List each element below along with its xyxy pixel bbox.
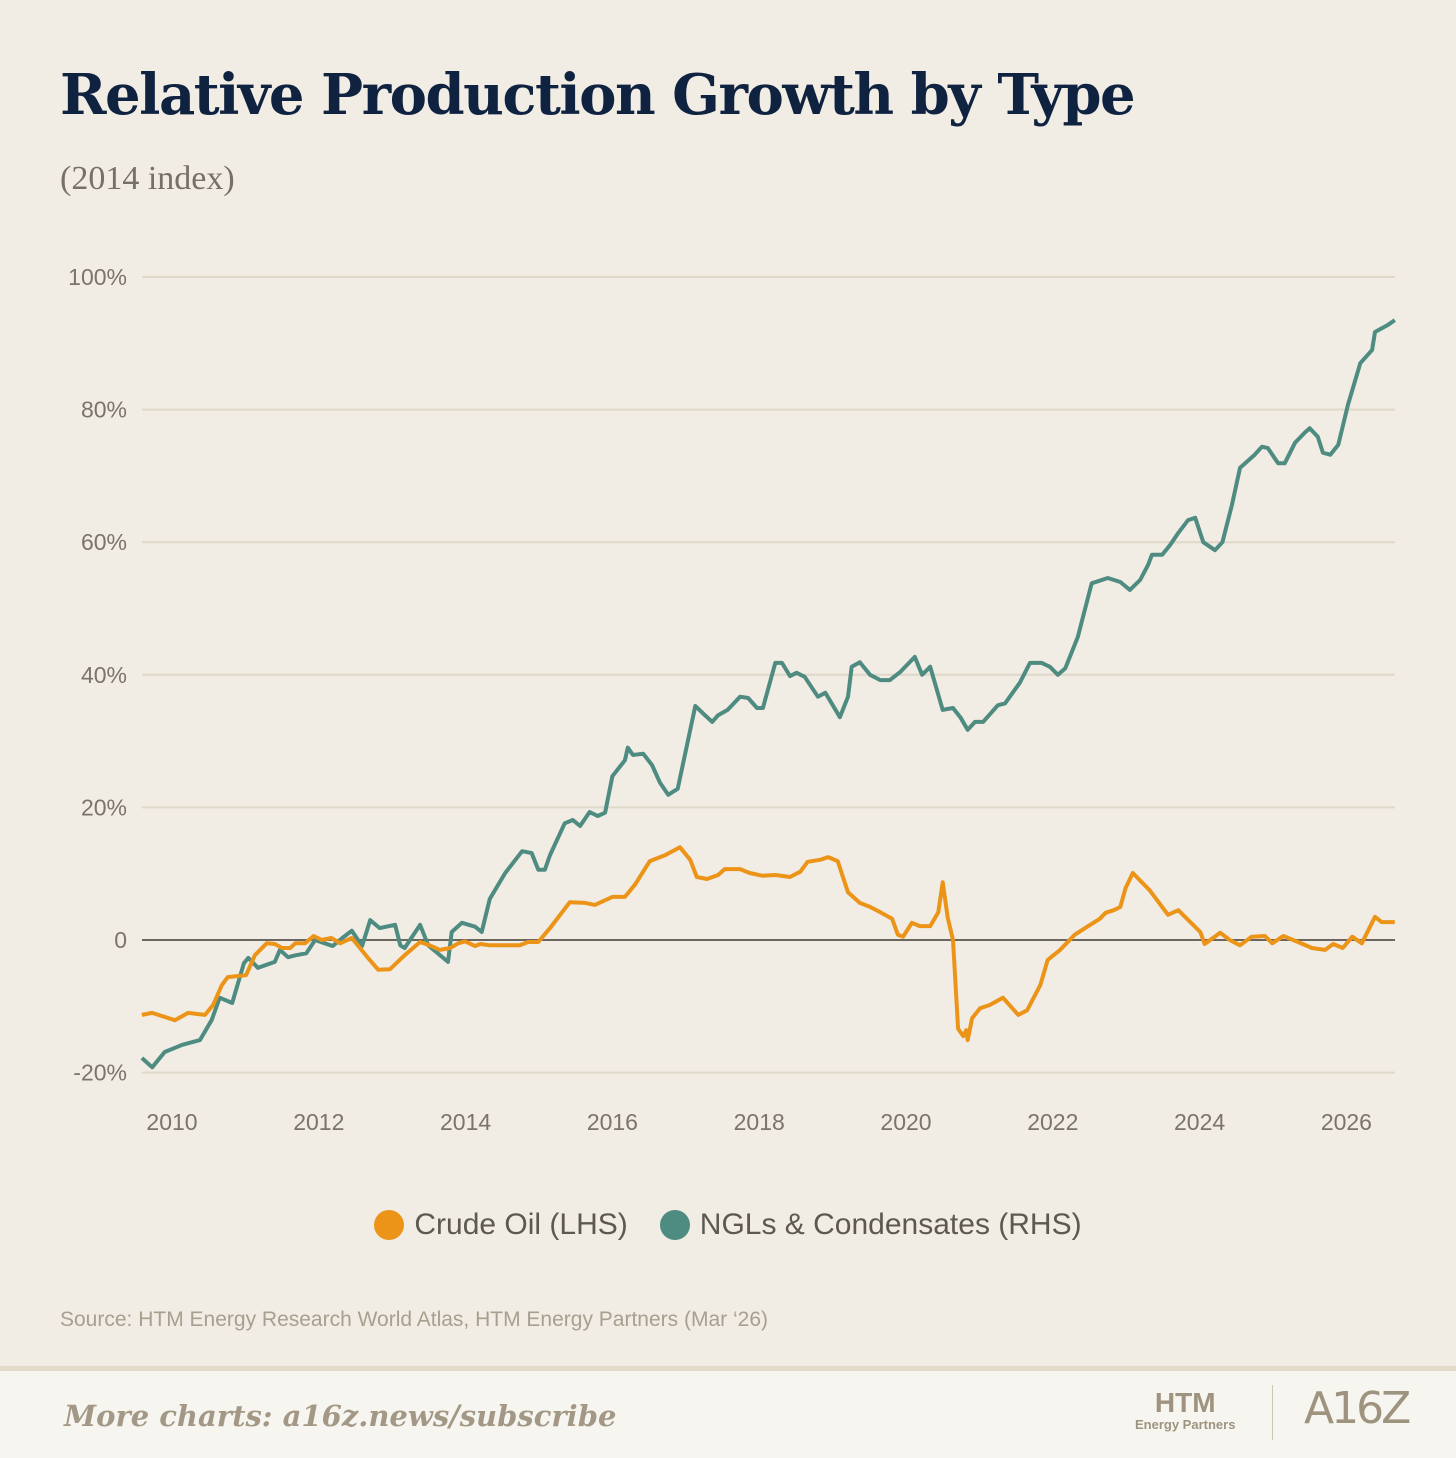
legend-swatch-crude-oil [374, 1210, 405, 1240]
x-tick-label: 2016 [587, 1109, 638, 1135]
footer: More charts: a16z.news/subscribe HTM Ene… [0, 1366, 1456, 1458]
y-tick-label: 80% [81, 397, 127, 423]
legend-swatch-ngls [659, 1210, 690, 1240]
x-tick-label: 2024 [1174, 1109, 1225, 1135]
source-note: Source: HTM Energy Research World Atlas,… [60, 1308, 769, 1331]
htm-logo: HTM Energy Partners [1135, 1387, 1236, 1433]
subscribe-link[interactable]: More charts: a16z.news/subscribe [64, 1399, 617, 1433]
y-tick-label: 60% [81, 529, 127, 555]
x-tick-label: 2022 [1027, 1109, 1078, 1135]
crude-oil-line [141, 845, 1395, 1043]
ngl-condensates-line [140, 318, 1396, 1070]
series-lines [140, 318, 1396, 1070]
y-tick-label: 0 [114, 927, 127, 953]
legend-label: NGLs & Condensates (RHS) [699, 1208, 1082, 1241]
y-tick-label: 100% [68, 264, 127, 290]
chart-subtitle: (2014 index) [60, 160, 235, 197]
y-tick-label: -20% [73, 1060, 127, 1086]
chart-title: Relative Production Growth by Type [60, 62, 1136, 128]
y-tick-label: 20% [81, 794, 127, 820]
legend: Crude Oil (LHS) NGLs & Condensates (RHS) [0, 1208, 1456, 1242]
x-tick-label: 2012 [293, 1109, 344, 1135]
logo-divider [1272, 1385, 1273, 1440]
legend-item-crude-oil: Crude Oil (LHS) [374, 1208, 628, 1242]
y-axis-ticks: -20% 0 20% 40% 60% 80% 100% [68, 264, 127, 1086]
y-tick-label: 40% [81, 662, 127, 688]
x-tick-label: 2014 [440, 1109, 491, 1135]
x-axis-ticks: 2010 2012 2014 2016 2018 2020 2022 2024 2026 [146, 1109, 1372, 1135]
gridlines [142, 276, 1395, 1074]
x-tick-label: 2018 [734, 1109, 785, 1135]
x-tick-label: 2020 [880, 1109, 931, 1135]
x-tick-label: 2026 [1321, 1109, 1372, 1135]
legend-item-ngls: NGLs & Condensates (RHS) [659, 1208, 1082, 1242]
a16z-logo: A16Z [1304, 1383, 1411, 1434]
line-chart: -20%020%40%60%80%100% 2010 2012 2014 2016 20… [68, 264, 1396, 1135]
x-tick-label: 2010 [146, 1109, 197, 1135]
legend-label: Crude Oil (LHS) [414, 1208, 628, 1241]
